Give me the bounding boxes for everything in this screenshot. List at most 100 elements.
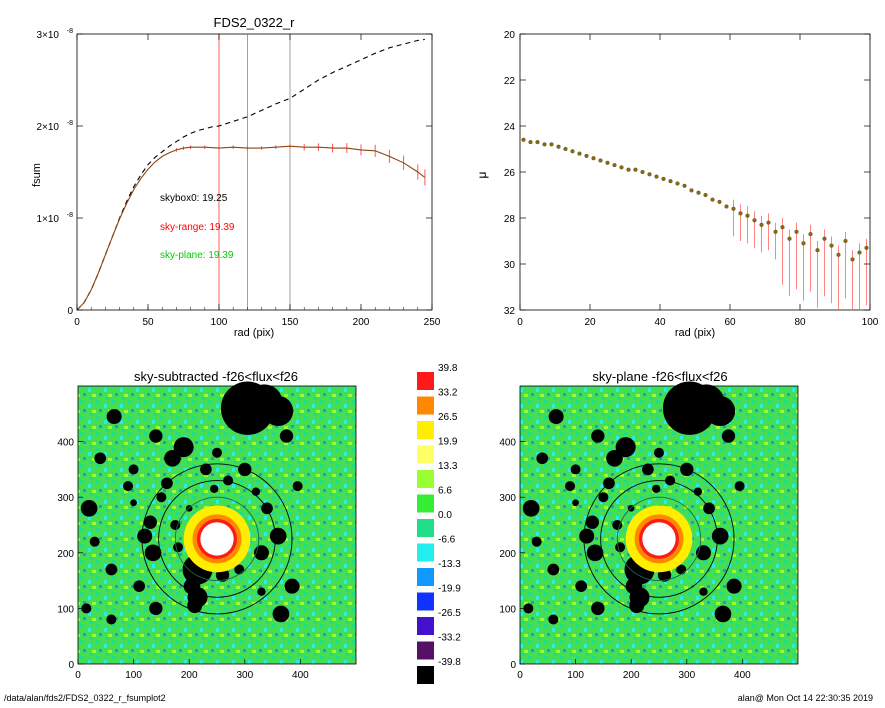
colorbar-swatch <box>417 445 434 464</box>
mu-point <box>829 243 834 248</box>
mu-point <box>738 211 743 216</box>
masked-source <box>653 447 665 458</box>
fsum-y-axis-label: fsum <box>31 163 43 187</box>
masked-source <box>80 499 98 517</box>
masked-source <box>170 519 181 531</box>
y-tick-label: 0 <box>510 660 516 671</box>
masked-source <box>642 463 654 476</box>
fsum-plot: FDS2_0322_r 0 50 100 150 200 250 0 1×10 -8 2×10 -… <box>31 15 441 339</box>
galaxy-core-saturated <box>642 522 676 556</box>
masked-source <box>263 396 294 427</box>
fsum-vertical-markers <box>218 34 291 310</box>
y-tick-label: 28 <box>504 214 516 225</box>
colorbar-swatch <box>417 568 434 586</box>
sb-series <box>521 137 869 310</box>
y-tick-label: 3×10 <box>36 30 59 41</box>
x-tick-label: 300 <box>678 670 695 681</box>
masked-source <box>272 605 290 623</box>
masked-source <box>149 429 163 443</box>
masked-source <box>612 519 623 531</box>
mu-point <box>843 238 848 244</box>
mu-point <box>542 142 547 147</box>
masked-source <box>615 542 626 553</box>
masked-source <box>652 484 661 494</box>
masked-source <box>726 578 742 594</box>
mu-point <box>682 183 687 188</box>
sb-y-ticks: 20 22 24 26 28 30 32 <box>504 30 870 317</box>
y-tick-label: 24 <box>504 122 516 133</box>
masked-source <box>606 449 623 467</box>
x-tick-label: 20 <box>584 317 596 328</box>
x-tick-label: 0 <box>74 317 80 328</box>
masked-source <box>579 528 595 544</box>
mu-point <box>780 225 785 230</box>
colorbar-label: 6.6 <box>438 486 452 497</box>
masked-source <box>591 601 605 616</box>
sky-subtracted-image-panel: sky-subtracted -f26<flux<f26 0 100 200 300 4… <box>57 369 357 681</box>
x-tick-label: 100 <box>125 670 142 681</box>
masked-source <box>531 536 542 547</box>
masked-source <box>105 563 118 576</box>
colorbar-swatch <box>417 592 434 611</box>
masked-source <box>210 484 219 494</box>
mu-point <box>689 188 694 193</box>
y-tick-label: 300 <box>499 493 516 504</box>
masked-source <box>699 587 708 596</box>
y-tick-label: 200 <box>499 549 516 560</box>
colorbar-label: 0.0 <box>438 510 452 521</box>
colorbar-swatch <box>417 666 434 684</box>
masked-source <box>156 492 167 503</box>
masked-source <box>665 475 676 486</box>
colorbar-label: 19.9 <box>438 437 458 448</box>
x-tick-label: 200 <box>181 670 198 681</box>
sky-subtracted-title: sky-subtracted -f26<flux<f26 <box>134 369 298 384</box>
y-tick-exponent: -8 <box>67 212 73 219</box>
masked-source <box>734 481 745 492</box>
colorbar-label: -39.8 <box>438 657 461 668</box>
masked-source <box>523 603 534 614</box>
x-tick-label: 80 <box>794 317 806 328</box>
masked-source <box>591 429 605 443</box>
colorbar-swatch <box>417 494 434 513</box>
mu-point <box>675 181 680 186</box>
mu-point <box>535 140 540 145</box>
y-tick-label: 22 <box>504 76 516 87</box>
masked-source <box>570 464 581 475</box>
masked-source <box>548 614 559 625</box>
masked-source <box>123 481 134 492</box>
galaxy-core-saturated <box>200 522 234 556</box>
fsum-plot-title: FDS2_0322_r <box>214 15 296 30</box>
masked-source <box>133 580 145 592</box>
sky-text-sky-range: sky-range: 19.39 <box>160 222 235 233</box>
masked-source <box>693 487 703 496</box>
aperture-ring <box>141 463 293 615</box>
y-tick-label: 1×10 <box>36 214 59 225</box>
colorbar-swatch <box>417 617 434 635</box>
colorbar-label: -26.5 <box>438 608 461 619</box>
mu-point <box>717 199 722 204</box>
mu-point <box>766 220 771 225</box>
mu-point <box>857 250 862 255</box>
mu-point <box>696 190 701 195</box>
mu-point <box>815 248 820 253</box>
masked-source <box>598 492 609 503</box>
fsum-series <box>77 38 426 310</box>
fsum-dashed-line <box>77 38 425 310</box>
fsum-sky-range-line <box>77 145 426 310</box>
mu-point <box>521 137 526 142</box>
aperture-ring <box>600 480 718 598</box>
x-tick-label: 0 <box>517 670 523 681</box>
mu-point <box>612 163 617 168</box>
sky-subtracted-image <box>77 381 357 665</box>
masked-source <box>137 528 153 544</box>
mu-point <box>626 167 631 172</box>
masked-source <box>284 578 300 594</box>
masked-source <box>548 409 564 425</box>
masked-source <box>547 563 560 576</box>
y-tick-label: 30 <box>504 260 516 271</box>
masked-source <box>128 464 139 475</box>
x-tick-label: 300 <box>236 670 253 681</box>
colorbar-label: 13.3 <box>438 461 458 472</box>
colorbar-label: -13.3 <box>438 559 461 570</box>
colorbar-label: -33.2 <box>438 633 461 644</box>
